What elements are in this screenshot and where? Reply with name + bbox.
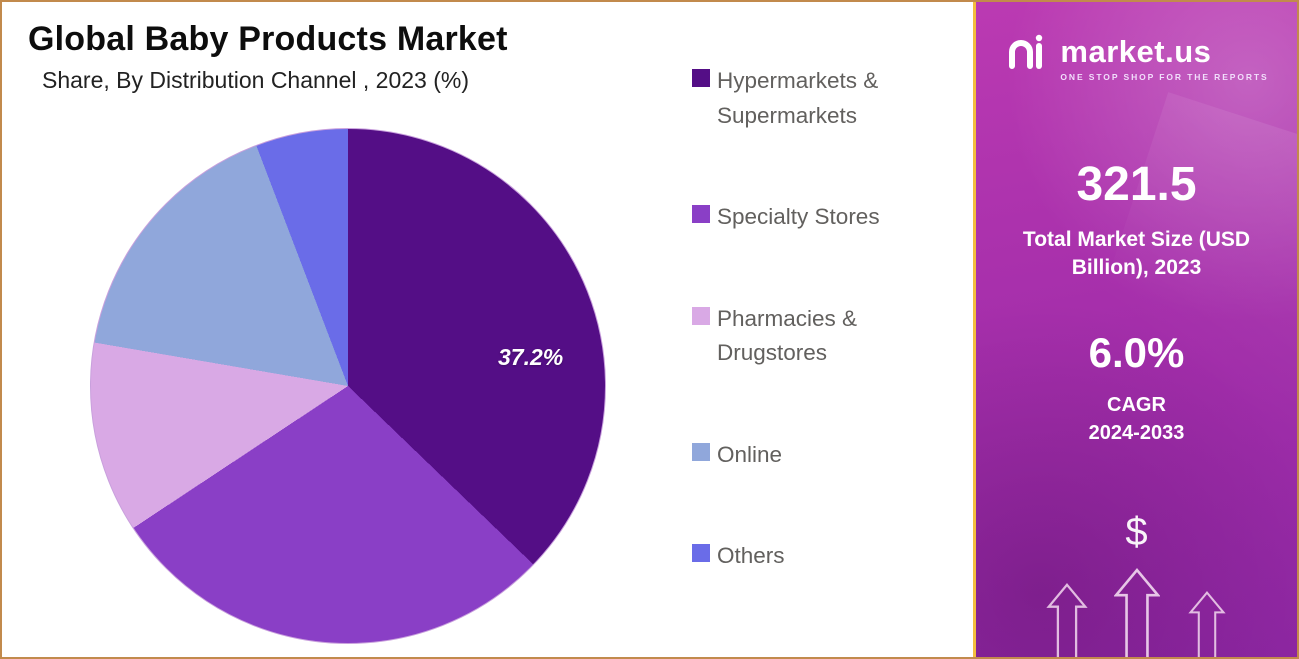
cagr-label-line2: 2024-2033 [1088,421,1185,444]
chart-title: Global Baby Products Market [28,20,508,58]
brand-tagline: ONE STOP SHOP FOR THE REPORTS [1060,71,1269,82]
brand-text: market.us ONE STOP SHOP FOR THE REPORTS [1060,34,1268,82]
center-arrow-block: $ [1113,510,1160,657]
brand-logo: market.us ONE STOP SHOP FOR THE REPORTS [976,32,1297,83]
legend-label: Specialty Stores [717,204,880,230]
marketus-logo-icon [1004,32,1050,83]
pie-chart: 37.2% [90,128,606,644]
growth-arrows: $ [1045,510,1228,657]
up-arrow-icon [1186,591,1228,657]
market-size-value: 321.5 [1076,158,1197,211]
legend-label: Hypermarkets & Supermarkets [717,68,879,128]
chart-area: Global Baby Products Market Share, By Di… [2,2,973,657]
legend: Hypermarkets & Supermarkets Specialty Sto… [692,64,932,574]
legend-item: Specialty Stores [692,200,932,235]
legend-swatch-icon [692,306,710,325]
legend-swatch-icon [692,442,710,461]
market-size-label: Total Market Size (USD Billion), 2023 [1022,228,1251,280]
legend-item: Online [692,438,932,473]
chart-header: Global Baby Products Market Share, By Di… [28,20,508,94]
pie-graphic [90,128,606,644]
up-arrow-icon [1113,565,1160,657]
legend-swatch-icon [692,69,710,87]
legend-label: Online [717,441,783,467]
cagr-label: CAGR 2024-2033 [976,391,1297,447]
legend-item: Pharmacies & Drugstores [692,302,932,372]
legend-label: Others [717,543,785,569]
pie-data-label: 37.2% [498,344,564,370]
chart-subtitle: Share, By Distribution Channel , 2023 (%… [42,67,469,93]
cagr-value: 6.0% [1088,328,1185,376]
legend-item: Others [692,539,932,574]
dollar-sign: $ [1125,510,1148,554]
legend-swatch-icon [692,205,710,224]
legend-item: Hypermarkets & Supermarkets [692,64,932,134]
up-arrow-icon [1045,583,1088,657]
brand-sidebar: market.us ONE STOP SHOP FOR THE REPORTS … [973,2,1297,657]
legend-label: Pharmacies & Drugstores [717,305,858,366]
brand-name: market.us [1060,33,1212,69]
cagr-label-line1: CAGR [1107,393,1166,416]
legend-swatch-icon [692,544,710,563]
